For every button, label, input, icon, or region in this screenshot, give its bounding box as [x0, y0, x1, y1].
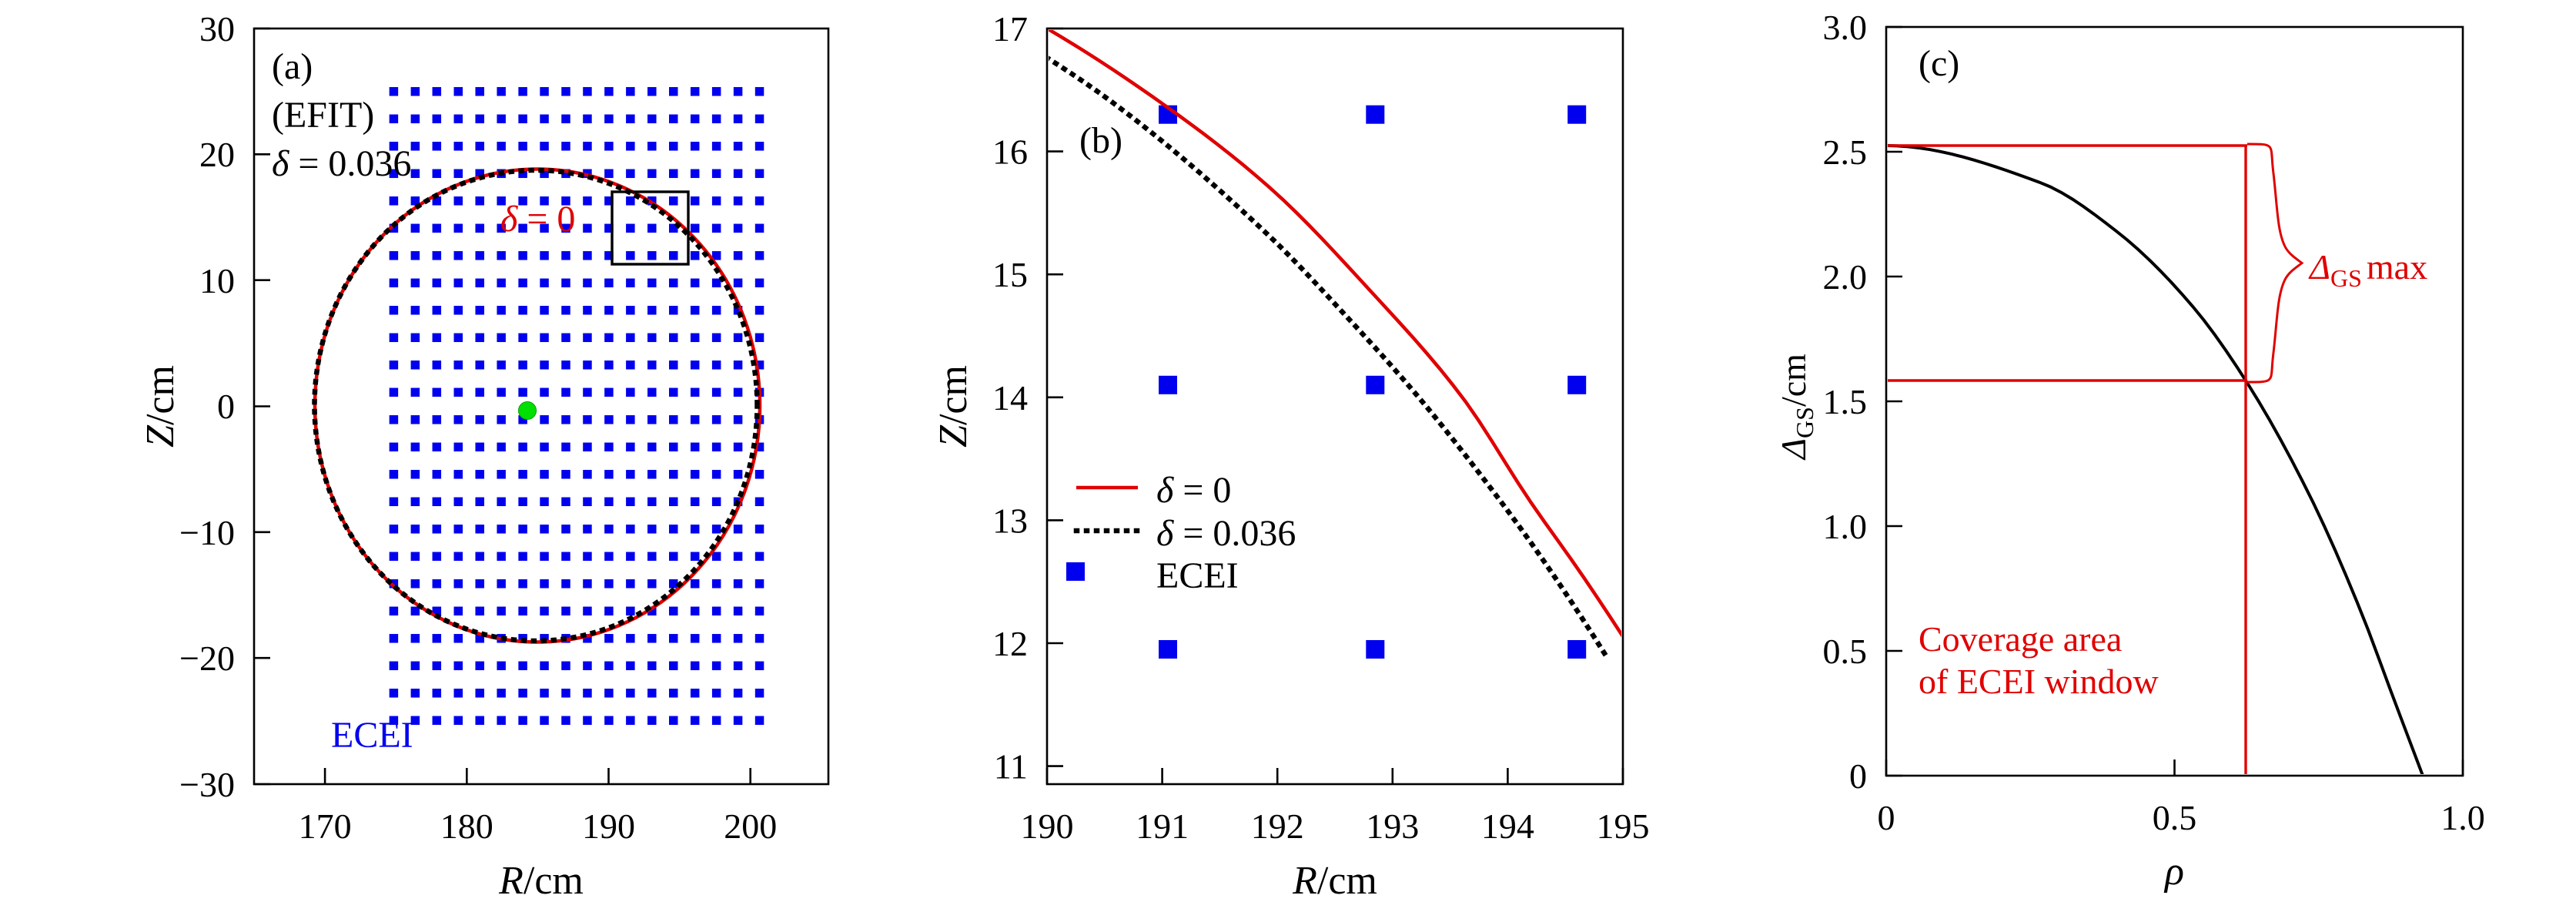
svg-text:−30: −30: [179, 765, 235, 804]
svg-text:Z/cm: Z/cm: [932, 365, 975, 448]
svg-text:ECEI: ECEI: [331, 715, 413, 756]
svg-text:−20: −20: [179, 639, 235, 678]
svg-text:of ECEI window: of ECEI window: [1919, 662, 2159, 701]
svg-text:δ = 0: δ = 0: [1156, 470, 1231, 511]
svg-text:ECEI: ECEI: [1156, 555, 1239, 596]
svg-text:R/cm: R/cm: [1292, 859, 1377, 902]
svg-text:195: 195: [1597, 806, 1650, 846]
svg-text:0.5: 0.5: [2153, 798, 2197, 837]
svg-text:17: 17: [992, 9, 1028, 49]
svg-text:13: 13: [992, 501, 1028, 540]
svg-text:δ = 0.036: δ = 0.036: [272, 143, 411, 184]
svg-text:R/cm: R/cm: [498, 859, 584, 902]
svg-text:14: 14: [992, 378, 1028, 417]
svg-text:192: 192: [1251, 806, 1304, 846]
svg-text:11: 11: [994, 747, 1028, 786]
svg-text:2.0: 2.0: [1823, 257, 1868, 297]
svg-text:0: 0: [1849, 756, 1867, 796]
svg-text:(c): (c): [1919, 43, 1959, 84]
svg-text:3.0: 3.0: [1823, 8, 1868, 47]
svg-text:δ = 0: δ = 0: [500, 199, 575, 240]
svg-text:0: 0: [217, 387, 235, 426]
svg-text:2.5: 2.5: [1823, 132, 1868, 172]
svg-text:Coverage area: Coverage area: [1919, 619, 2122, 659]
svg-text:180: 180: [440, 806, 493, 846]
svg-text:20: 20: [199, 135, 235, 174]
svg-text:12: 12: [992, 624, 1028, 663]
svg-text:(EFIT): (EFIT): [272, 95, 374, 136]
svg-text:1.0: 1.0: [1823, 507, 1868, 546]
svg-text:30: 30: [199, 9, 235, 49]
svg-text:0: 0: [1878, 798, 1895, 837]
svg-text:16: 16: [992, 132, 1028, 172]
svg-text:10: 10: [199, 261, 235, 300]
svg-text:δ = 0.036: δ = 0.036: [1156, 513, 1296, 554]
svg-text:193: 193: [1366, 806, 1419, 846]
svg-text:ρ: ρ: [2163, 850, 2184, 894]
svg-text:(b): (b): [1079, 120, 1122, 161]
svg-text:200: 200: [724, 806, 777, 846]
svg-text:15: 15: [992, 255, 1028, 294]
svg-text:194: 194: [1481, 806, 1534, 846]
svg-text:1.0: 1.0: [2441, 798, 2485, 837]
svg-text:191: 191: [1136, 806, 1189, 846]
svg-text:ΔGS/cm: ΔGS/cm: [1774, 354, 1818, 461]
svg-text:(a): (a): [272, 46, 313, 87]
svg-text:170: 170: [299, 806, 352, 846]
svg-text:−10: −10: [179, 513, 235, 552]
svg-text:1.5: 1.5: [1823, 382, 1868, 421]
svg-text:0.5: 0.5: [1823, 632, 1868, 671]
svg-text:190: 190: [1021, 806, 1074, 846]
svg-text:190: 190: [582, 806, 635, 846]
svg-text:Z/cm: Z/cm: [139, 365, 182, 448]
